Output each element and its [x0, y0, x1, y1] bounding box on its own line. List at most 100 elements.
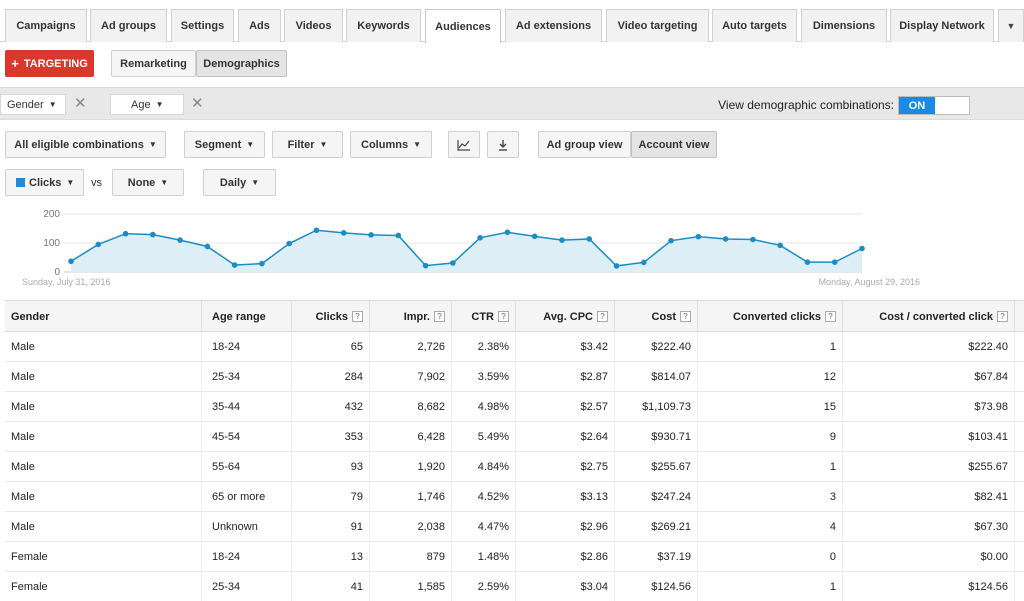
chart-toggle-button[interactable]: [448, 131, 480, 158]
header-cost-per-converted-click[interactable]: Cost / converted click?: [843, 301, 1015, 332]
data-point: [777, 242, 783, 249]
data-point: [477, 234, 483, 241]
converted-clicks-cell: 3: [698, 482, 843, 512]
tab-ads[interactable]: Ads: [238, 9, 281, 42]
clicks-cell: 432: [292, 392, 370, 422]
table-row[interactable]: Male Unknown 91 2,038 4.47% $2.96 $269.21 4 $67.…: [5, 512, 1024, 542]
tab-ad-extensions[interactable]: Ad extensions: [505, 9, 602, 42]
demographics-button[interactable]: Demographics: [196, 50, 287, 77]
gender-filter-dropdown[interactable]: Gender ▼: [0, 94, 66, 115]
table-row[interactable]: Male 18-24 65 2,726 2.38% $3.42 $222.40 1 $222.4…: [5, 332, 1024, 362]
header-gender[interactable]: Gender: [5, 301, 202, 332]
targeting-button[interactable]: + TARGETING: [5, 50, 94, 77]
impressions-cell: 8,682: [370, 392, 452, 422]
header-avg-cpc[interactable]: Avg. CPC?: [516, 301, 615, 332]
data-point: [450, 260, 456, 266]
header-clicks[interactable]: Clicks?: [292, 301, 370, 332]
remove-gender-icon[interactable]: ✕: [74, 95, 87, 112]
header-impressions[interactable]: Impr.?: [370, 301, 452, 332]
cost-per-conversion-cell: $124.56: [843, 572, 1015, 601]
converted-clicks-cell: 1: [698, 452, 843, 482]
help-icon[interactable]: ?: [997, 311, 1008, 322]
data-point: [804, 259, 811, 265]
data-point: [668, 237, 674, 244]
remove-age-icon[interactable]: ✕: [191, 95, 204, 112]
filter-dropdown[interactable]: Filter ▼: [272, 131, 343, 158]
avg-cpc-cell: $2.57: [516, 392, 615, 422]
help-icon[interactable]: ?: [597, 311, 608, 322]
tab-display-network[interactable]: Display Network: [890, 9, 994, 42]
avg-cpc-cell: $2.96: [516, 512, 615, 542]
ctr-cell: 3.59%: [452, 362, 516, 392]
table-row[interactable]: Male 25-34 284 7,902 3.59% $2.87 $814.07 12 $67.…: [5, 362, 1024, 392]
age-range-cell: 65 or more: [202, 482, 292, 512]
cost-cell: $1,109.73: [615, 392, 698, 422]
header-ctr[interactable]: CTR?: [452, 301, 516, 332]
age-range-cell: 18-24: [202, 542, 292, 572]
table-row[interactable]: Male 55-64 93 1,920 4.84% $2.75 $255.67 1 $255.6…: [5, 452, 1024, 482]
eligible-combinations-dropdown[interactable]: All eligible combinations ▼: [5, 131, 166, 158]
avg-cpc-cell: $2.75: [516, 452, 615, 482]
tab-settings[interactable]: Settings: [171, 9, 234, 42]
data-point: [313, 227, 320, 234]
table-row[interactable]: Male 35-44 432 8,682 4.98% $2.57 $1,109.73 15 $7…: [5, 392, 1024, 422]
age-range-cell: 35-44: [202, 392, 292, 422]
age-range-cell: 18-24: [202, 332, 292, 362]
plus-icon: +: [11, 56, 19, 71]
tab-video-targeting[interactable]: Video targeting: [606, 9, 709, 42]
metric1-dropdown[interactable]: Clicks ▼: [5, 169, 84, 196]
table-row[interactable]: Female 18-24 13 879 1.48% $2.86 $37.19 0 $0.00: [5, 542, 1024, 572]
tab-keywords[interactable]: Keywords: [346, 9, 421, 42]
period-dropdown[interactable]: Daily ▼: [203, 169, 276, 196]
clicks-cell: 91: [292, 512, 370, 542]
toggle-on-state: ON: [899, 97, 935, 114]
tab-audiences[interactable]: Audiences: [425, 9, 501, 43]
ctr-cell: 2.59%: [452, 572, 516, 601]
vs-label: vs: [91, 177, 102, 189]
metric2-dropdown[interactable]: None ▼: [112, 169, 184, 196]
ctr-cell: 4.52%: [452, 482, 516, 512]
help-icon[interactable]: ?: [434, 311, 445, 322]
ad-group-view-button[interactable]: Ad group view: [538, 131, 631, 158]
gender-cell: Male: [5, 392, 202, 422]
ctr-cell: 4.98%: [452, 392, 516, 422]
header-age-range[interactable]: Age range: [202, 301, 292, 332]
age-filter-dropdown[interactable]: Age ▼: [110, 94, 184, 115]
cost-cell: $37.19: [615, 542, 698, 572]
cost-cell: $814.07: [615, 362, 698, 392]
tab-ad-groups[interactable]: Ad groups: [90, 9, 167, 42]
remarketing-button[interactable]: Remarketing: [111, 50, 196, 77]
tab-videos[interactable]: Videos: [284, 9, 343, 42]
table-row[interactable]: Male 65 or more 79 1,746 4.52% $3.13 $247.24 3 $…: [5, 482, 1024, 512]
help-icon[interactable]: ?: [825, 311, 836, 322]
help-icon[interactable]: ?: [680, 311, 691, 322]
account-view-button[interactable]: Account view: [631, 131, 717, 158]
table-row[interactable]: Male 45-54 353 6,428 5.49% $2.64 $930.71 9 $103.…: [5, 422, 1024, 452]
age-range-cell: Unknown: [202, 512, 292, 542]
age-filter-label: Age: [131, 98, 151, 111]
converted-clicks-cell: 15: [698, 392, 843, 422]
tab-dimensions[interactable]: Dimensions: [801, 9, 887, 42]
age-range-cell: 55-64: [202, 452, 292, 482]
header-converted-clicks[interactable]: Converted clicks?: [698, 301, 843, 332]
table-row[interactable]: Female 25-34 41 1,585 2.59% $3.04 $124.56 1 $124…: [5, 572, 1024, 601]
help-icon[interactable]: ?: [498, 311, 509, 322]
more-tabs-dropdown[interactable]: ▼: [998, 9, 1024, 42]
data-point: [722, 236, 729, 242]
table-header: Gender Age range Clicks? Impr.? CTR? Avg…: [5, 301, 1024, 332]
age-range-cell: 25-34: [202, 362, 292, 392]
converted-clicks-cell: 0: [698, 542, 843, 572]
header-cost[interactable]: Cost?: [615, 301, 698, 332]
ctr-cell: 1.48%: [452, 542, 516, 572]
metric1-label: Clicks: [29, 176, 62, 189]
download-button[interactable]: [487, 131, 519, 158]
tab-auto-targets[interactable]: Auto targets: [712, 9, 797, 42]
demographic-filter-bar: Gender ▼ ✕ Age ▼ ✕ View demographic comb…: [0, 87, 1024, 120]
tab-campaigns[interactable]: Campaigns: [5, 9, 87, 42]
combinations-toggle[interactable]: ON: [898, 96, 970, 115]
columns-dropdown[interactable]: Columns ▼: [350, 131, 432, 158]
chevron-down-icon: ▼: [413, 140, 421, 149]
help-icon[interactable]: ?: [352, 311, 363, 322]
segment-dropdown[interactable]: Segment ▼: [184, 131, 265, 158]
